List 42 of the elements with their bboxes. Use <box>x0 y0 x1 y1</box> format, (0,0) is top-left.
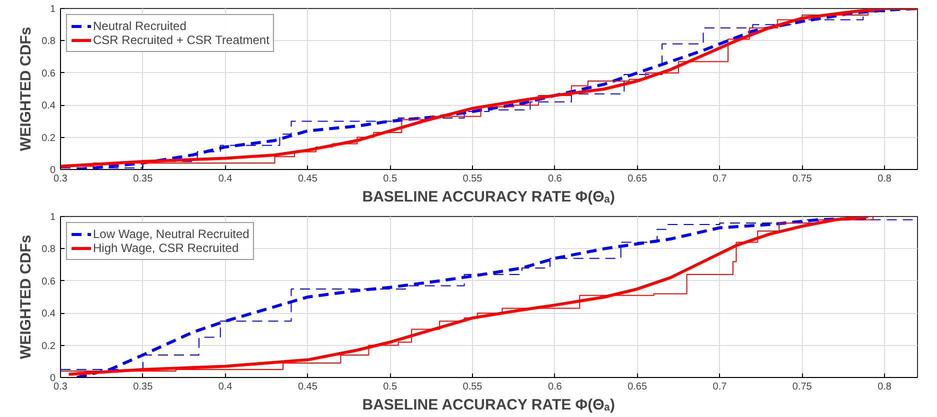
y-axis-title: WEIGHTED CDFs <box>18 26 35 152</box>
y-tick-label: 0.4 <box>42 100 56 112</box>
legend-label: High Wage, CSR Recruited <box>93 241 239 255</box>
x-tick-label: 0.65 <box>628 174 648 184</box>
x-tick-label: 0.35 <box>133 174 154 184</box>
x-tick-label: 0.3 <box>54 382 68 392</box>
y-tick-label: 0 <box>50 165 56 176</box>
x-tick-label: 0.3 <box>54 174 68 184</box>
y-tick-label: 0.2 <box>42 340 56 352</box>
y-tick-label: 0.8 <box>42 244 56 256</box>
y-tick-label: 0 <box>50 373 56 384</box>
x-tick-label: 0.7 <box>712 382 728 392</box>
x-tick-label: 0.55 <box>462 174 483 184</box>
x-tick-label: 0.7 <box>712 174 728 184</box>
y-tick-label: 0.6 <box>42 276 56 288</box>
y-tick-label: 1 <box>50 4 56 15</box>
y-tick-label: 0.4 <box>42 308 56 320</box>
y-tick-label: 0.6 <box>42 68 56 80</box>
x-tick-label: 0.35 <box>133 382 154 392</box>
x-tick-label: 0.65 <box>628 382 648 392</box>
x-tick-label: 0.5 <box>383 174 398 184</box>
x-tick-label: 0.8 <box>878 174 892 184</box>
x-tick-label: 0.4 <box>218 382 233 392</box>
x-tick-label: 0.6 <box>548 174 562 184</box>
y-tick-label: 1 <box>50 212 56 223</box>
x-tick-label: 0.8 <box>878 382 892 392</box>
x-tick-label: 0.45 <box>298 382 318 392</box>
x-tick-label: 0.75 <box>792 174 812 184</box>
x-tick-label: 0.75 <box>792 382 812 392</box>
y-axis-title: WEIGHTED CDFs <box>18 234 35 360</box>
x-tick-label: 0.5 <box>383 382 398 392</box>
x-axis-title: BASELINE ACCURACY RATE Φ(Θₐ) <box>362 396 615 414</box>
legend-label: Neutral Recruited <box>93 19 186 33</box>
x-tick-label: 0.6 <box>548 382 562 392</box>
y-tick-label: 0.8 <box>42 36 56 48</box>
legend-label: CSR Recruited + CSR Treatment <box>93 33 270 47</box>
x-tick-label: 0.45 <box>298 174 318 184</box>
x-tick-label: 0.4 <box>218 174 233 184</box>
legend-label: Low Wage, Neutral Recruited <box>93 227 250 241</box>
y-tick-label: 0.2 <box>42 132 56 144</box>
x-tick-label: 0.55 <box>462 382 483 392</box>
x-axis-title: BASELINE ACCURACY RATE Φ(Θₐ) <box>362 188 615 206</box>
